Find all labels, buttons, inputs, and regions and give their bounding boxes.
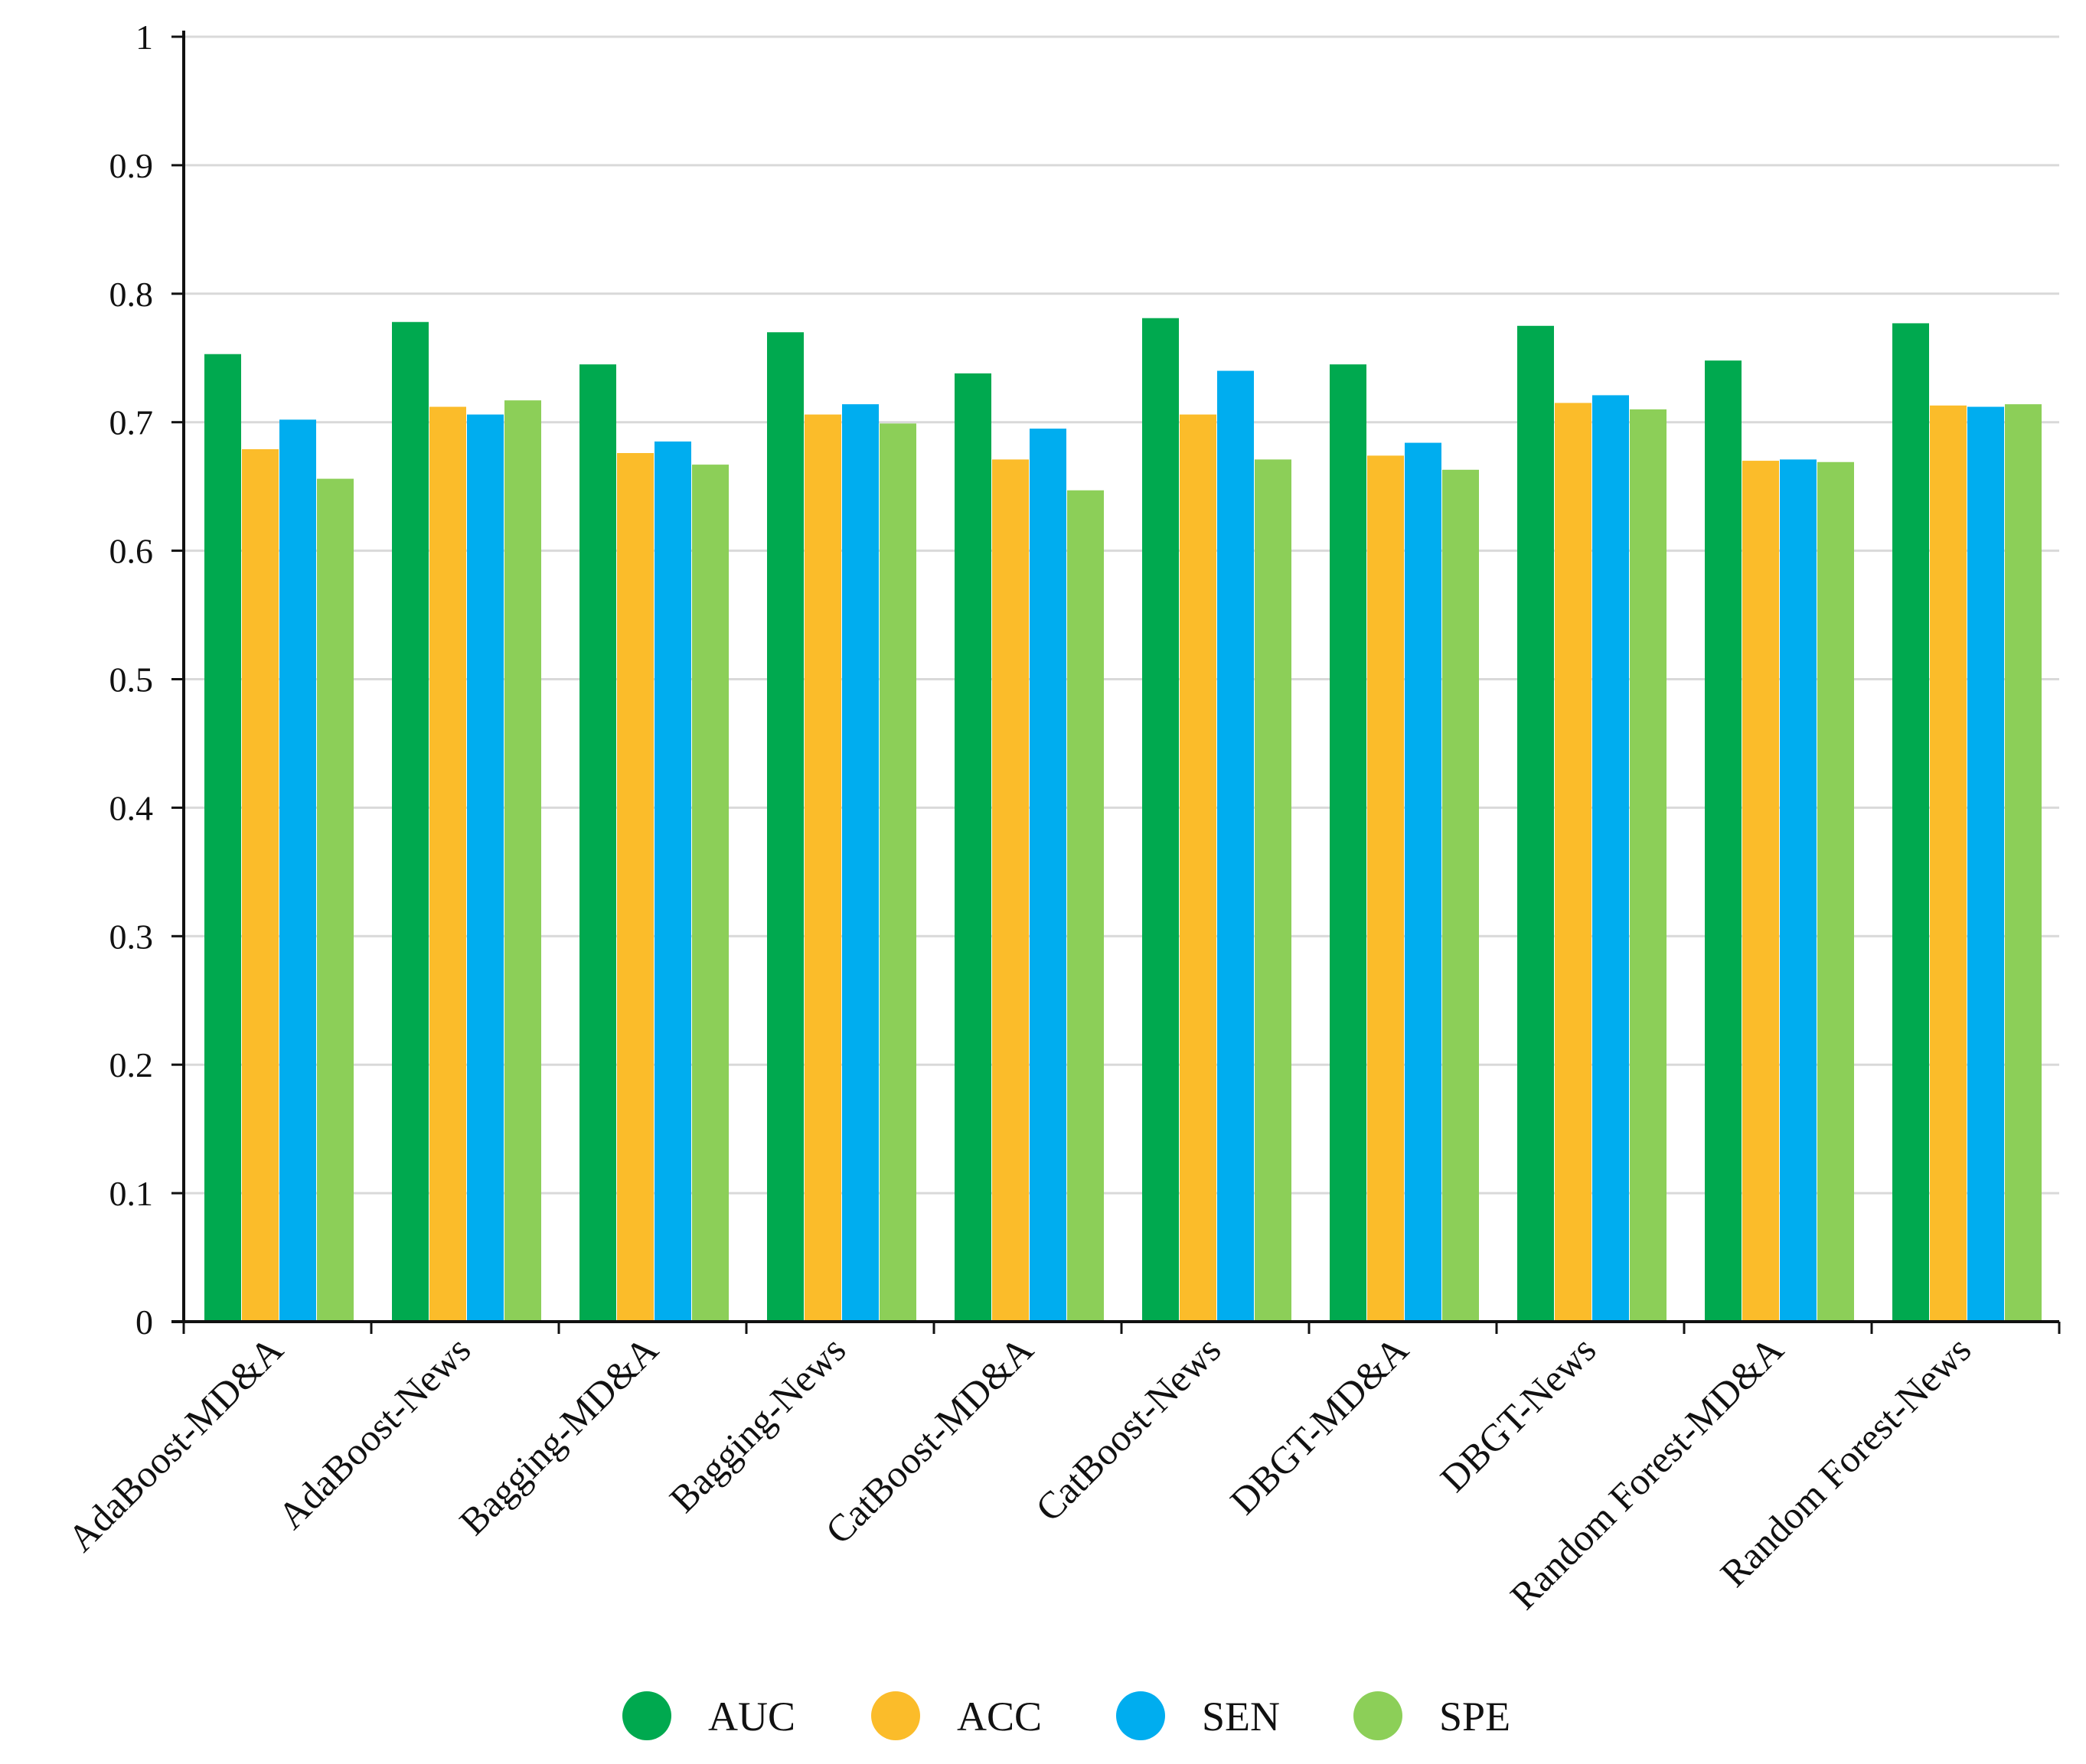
bar-auc (392, 321, 429, 1322)
x-category-label: DBGT-MD&A (1222, 1328, 1416, 1522)
y-tick-label: 0.2 (109, 1045, 154, 1084)
bar-sen (467, 414, 504, 1322)
y-tick-label: 0.1 (109, 1174, 154, 1213)
bar-spe (1442, 469, 1479, 1322)
bars (204, 318, 2042, 1322)
bar-auc (1330, 364, 1366, 1322)
legend-label-auc: AUC (708, 1694, 795, 1740)
x-category-label: AdaBoost-News (269, 1328, 478, 1537)
bar-spe (1817, 461, 1854, 1322)
bar-sen (1780, 459, 1817, 1322)
y-tick-label: 0 (135, 1303, 153, 1342)
bar-sen (279, 419, 316, 1322)
bar-spe (1067, 490, 1104, 1322)
bar-spe (1630, 409, 1667, 1322)
legend-label-spe: SPE (1439, 1694, 1510, 1740)
legend-label-sen: SEN (1202, 1694, 1280, 1740)
x-category-labels: AdaBoost-MD&AAdaBoost-NewsBagging-MD&ABa… (59, 1328, 1979, 1617)
legend-swatch-acc (871, 1691, 920, 1740)
y-tick-label: 0.5 (109, 660, 154, 699)
bar-spe (692, 465, 729, 1322)
legend-label-acc: ACC (957, 1694, 1042, 1740)
bar-auc (1517, 325, 1554, 1322)
bar-sen (1592, 395, 1629, 1322)
y-tick-label: 1 (135, 18, 153, 57)
x-category-label: Bagging-MD&A (451, 1328, 666, 1543)
legend-swatch-spe (1353, 1691, 1402, 1740)
bar-acc (1367, 455, 1404, 1322)
y-tick-label: 0.7 (109, 403, 154, 442)
bar-acc (1742, 461, 1779, 1322)
bar-acc (1555, 403, 1591, 1322)
bar-auc (579, 364, 616, 1322)
bar-spe (2005, 404, 2042, 1322)
bar-acc (1930, 405, 1967, 1322)
bar-sen (1217, 370, 1254, 1322)
x-category-label: AdaBoost-MD&A (59, 1328, 291, 1560)
bar-sen (1030, 429, 1066, 1322)
legend-swatch-auc (622, 1691, 671, 1740)
bar-sen (842, 404, 879, 1322)
y-tick-label: 0.4 (109, 788, 154, 827)
y-tick-labels: 0 0.1 0.2 0.3 0.4 0.5 0.6 0.7 0.8 0.9 1 (109, 18, 154, 1342)
x-category-label: DBGT-News (1431, 1328, 1604, 1500)
bar-auc (204, 354, 241, 1322)
y-tick-label: 0.9 (109, 146, 154, 185)
y-tick-label: 0.8 (109, 275, 154, 314)
x-category-label: CatBoost-MD&A (817, 1328, 1041, 1552)
y-tick-label: 0.3 (109, 917, 154, 956)
legend-swatch-sen (1116, 1691, 1165, 1740)
bar-spe (504, 400, 541, 1322)
bar-auc (1705, 360, 1742, 1322)
bar-acc (617, 452, 654, 1322)
x-category-label: CatBoost-News (1027, 1328, 1229, 1530)
bar-sen (1967, 406, 2004, 1322)
x-category-label: Bagging-News (661, 1328, 854, 1521)
legend: AUC ACC SEN SPE (622, 1691, 1510, 1740)
bar-acc (429, 406, 466, 1322)
bar-auc (1892, 323, 1929, 1322)
bar-auc (767, 332, 804, 1322)
bar-acc (805, 414, 841, 1322)
bar-spe (1255, 459, 1291, 1322)
bar-acc (242, 448, 279, 1322)
bar-sen (1405, 442, 1441, 1322)
bar-auc (955, 373, 991, 1322)
y-tick-label: 0.6 (109, 532, 154, 571)
bar-spe (317, 478, 354, 1322)
bar-acc (992, 459, 1029, 1322)
bar-spe (880, 423, 916, 1322)
bar-auc (1142, 318, 1179, 1322)
bar-acc (1180, 414, 1216, 1322)
bar-sen (655, 441, 691, 1322)
axes (171, 31, 2061, 1334)
